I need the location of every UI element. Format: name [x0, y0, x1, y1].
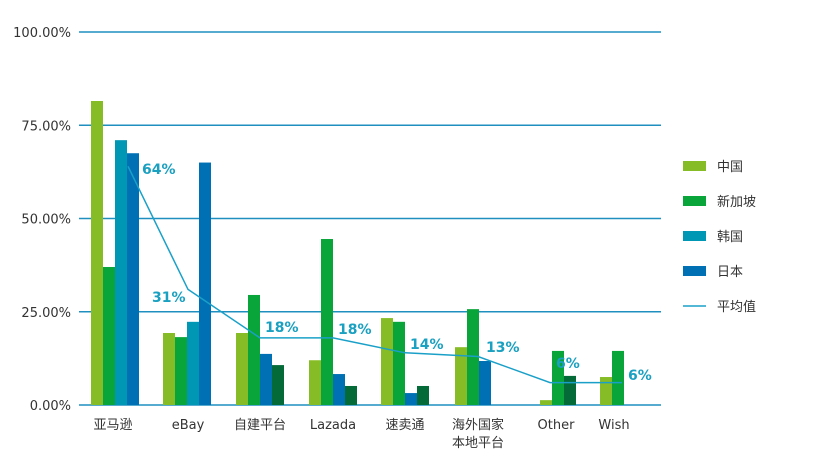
- bar: [333, 374, 345, 405]
- legend-label: 平均值: [717, 299, 756, 315]
- y-tick-label: 50.00%: [21, 213, 71, 228]
- y-tick-label: 100.00%: [13, 26, 71, 41]
- bar: [175, 337, 187, 405]
- bar: [405, 393, 417, 405]
- x-tick-label: 自建平台: [234, 418, 286, 433]
- bar: [455, 347, 467, 405]
- bar: [381, 318, 393, 405]
- average-value-label: 13%: [486, 340, 520, 356]
- y-axis-ticks: 0.00% 25.00% 50.00% 75.00% 100.00%: [13, 26, 71, 414]
- bar: [91, 101, 103, 405]
- y-tick-label: 75.00%: [21, 119, 71, 134]
- bar: [479, 360, 491, 405]
- bar: [260, 353, 272, 405]
- x-tick-label: eBay: [172, 418, 205, 433]
- bar: [248, 294, 260, 405]
- bar: [600, 377, 612, 405]
- x-tick-label: 本地平台: [452, 436, 504, 451]
- bar: [393, 321, 405, 405]
- bar: [467, 309, 479, 405]
- y-tick-label: 25.00%: [21, 306, 71, 321]
- legend-swatch: [683, 231, 706, 241]
- bar: [127, 153, 139, 405]
- legend-swatch: [683, 266, 706, 276]
- bar: [236, 333, 248, 405]
- bar: [103, 266, 115, 405]
- bar: [199, 162, 211, 405]
- legend-label: 韩国: [717, 230, 743, 245]
- bar: [309, 360, 321, 405]
- bar: [540, 400, 552, 405]
- bar: [321, 239, 333, 405]
- x-tick-label: Wish: [598, 418, 629, 433]
- average-value-label: 18%: [265, 320, 299, 336]
- bar: [272, 365, 284, 405]
- bar: [345, 385, 357, 405]
- average-line: [127, 165, 622, 384]
- bar: [163, 333, 175, 405]
- legend-label: 日本: [717, 265, 743, 280]
- x-tick-label: 速卖通: [385, 418, 424, 433]
- y-tick-label: 0.00%: [30, 399, 71, 414]
- bar: [417, 385, 429, 405]
- legend-label: 中国: [717, 160, 743, 175]
- bar: [564, 375, 576, 405]
- average-value-label: 6%: [628, 368, 652, 384]
- bar: [612, 350, 624, 405]
- bar: [552, 350, 564, 405]
- bar: [115, 140, 127, 406]
- legend-swatch: [683, 196, 706, 206]
- bar: [187, 321, 199, 405]
- bars: [91, 101, 624, 406]
- x-tick-label: 亚马逊: [93, 418, 132, 433]
- average-value-label: 6%: [556, 356, 580, 372]
- average-value-label: 14%: [410, 337, 444, 353]
- average-value-label: 18%: [338, 322, 372, 338]
- x-tick-label: 海外国家: [452, 417, 504, 433]
- average-labels: 64% 31% 18% 18% 14% 13% 6% 6%: [142, 162, 652, 384]
- x-tick-label: Lazada: [310, 418, 356, 433]
- legend-swatch: [683, 161, 706, 171]
- legend-label: 新加坡: [717, 194, 756, 210]
- x-tick-label: Other: [538, 418, 576, 433]
- average-value-label: 31%: [152, 290, 186, 306]
- average-value-label: 64%: [142, 162, 176, 178]
- average-polyline: [127, 165, 622, 384]
